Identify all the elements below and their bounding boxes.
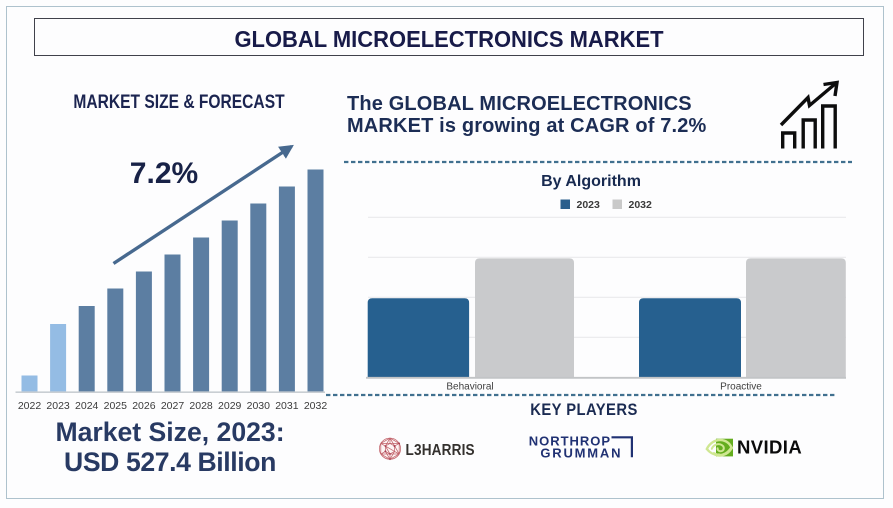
svg-text:2023: 2023 [46,400,70,412]
svg-text:NVIDIA: NVIDIA [737,437,802,458]
svg-text:2032: 2032 [629,199,653,211]
svg-text:2025: 2025 [104,400,128,412]
svg-text:2030: 2030 [247,400,271,412]
svg-text:2026: 2026 [132,400,156,412]
svg-text:NORTHROP: NORTHROP [529,433,611,448]
svg-text:L3HARRIS: L3HARRIS [406,442,475,459]
svg-text:2031: 2031 [275,400,299,412]
svg-text:2022: 2022 [18,400,42,412]
svg-text:2023: 2023 [577,199,601,211]
svg-text:2032: 2032 [304,400,328,412]
svg-text:2024: 2024 [75,400,99,412]
svg-text:Proactive: Proactive [720,382,762,393]
svg-text:Behavioral: Behavioral [446,382,493,393]
svg-text:2028: 2028 [189,400,213,412]
svg-text:2029: 2029 [218,400,242,412]
svg-text:GRUMMAN: GRUMMAN [540,445,622,460]
svg-text:2027: 2027 [161,400,185,412]
